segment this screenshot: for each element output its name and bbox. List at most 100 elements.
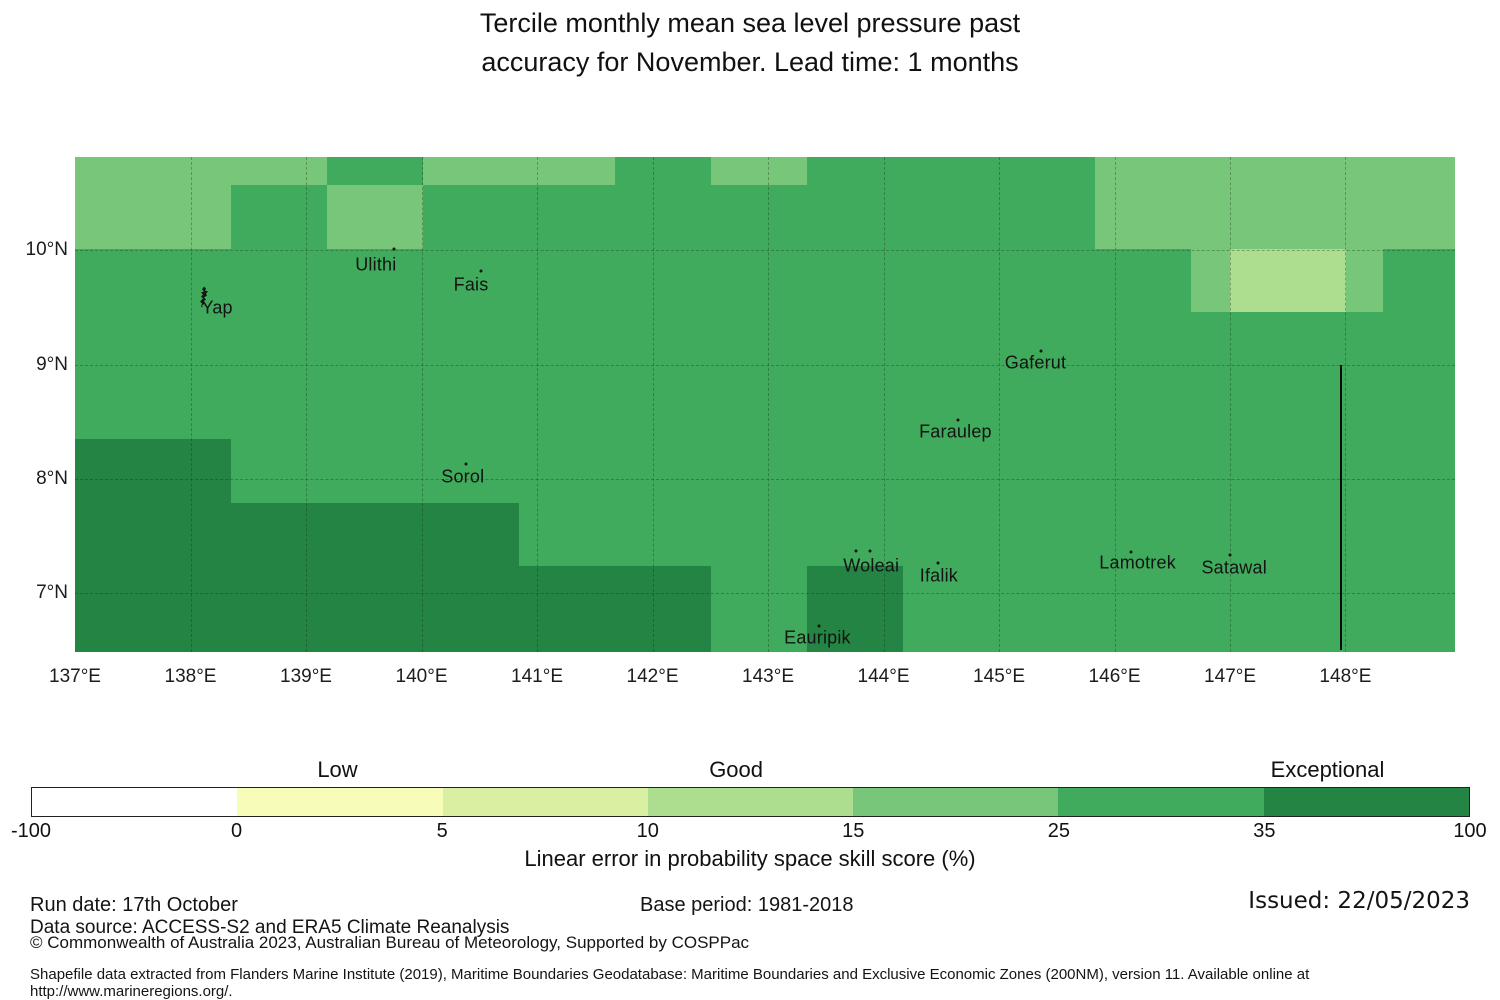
colorbar-tick-label: 100 <box>1453 820 1487 842</box>
latitude-tick-label: 9°N <box>36 353 68 375</box>
longitude-tick-label: 140°E <box>395 666 448 687</box>
longitude-tick-label: 147°E <box>1204 666 1257 687</box>
map-cell <box>1230 249 1346 313</box>
longitude-gridline <box>537 157 539 652</box>
colorbar-category-label: Low <box>317 757 358 782</box>
map-cell <box>75 249 1191 313</box>
colorbar-segment <box>237 788 443 816</box>
longitude-gridline <box>768 157 770 652</box>
issued-date-text: Issued: 22/05/2023 <box>1248 888 1470 914</box>
latitude-gridline <box>75 478 1455 480</box>
longitude-tick-label: 142°E <box>626 666 679 687</box>
longitude-gridline <box>421 157 423 652</box>
maritime-boundary-line <box>1340 364 1343 650</box>
island-dot-marker <box>464 462 468 466</box>
longitude-gridline <box>883 157 885 652</box>
longitude-gridline <box>1114 157 1116 652</box>
map-cell <box>711 157 807 186</box>
longitude-tick-label: 148°E <box>1319 666 1372 687</box>
colorbar-segment <box>1058 788 1264 816</box>
latitude-tick-label: 7°N <box>36 582 68 604</box>
colorbar <box>31 787 1470 817</box>
map-cell <box>326 157 424 186</box>
longitude-gridline <box>306 157 307 652</box>
island-dot-marker <box>479 269 483 273</box>
map-cell <box>75 503 519 566</box>
island-dot-marker <box>392 247 396 251</box>
figure-title-line2: accuracy for November. Lead time: 1 mont… <box>481 47 1019 77</box>
longitude-tick-label: 137°E <box>49 666 101 687</box>
longitude-gridline <box>190 157 192 652</box>
colorbar-segment <box>442 788 648 816</box>
longitude-gridline <box>652 157 654 652</box>
run-date-text: Run date: 17th October <box>30 894 238 916</box>
island-dot-marker <box>868 549 872 553</box>
map-cell <box>75 311 1455 439</box>
colorbar-axis-label: Linear error in probability space skill … <box>524 846 976 871</box>
longitude-tick-label: 141°E <box>511 666 564 687</box>
colorbar-segment <box>853 788 1059 816</box>
island-label: Sorol <box>441 466 485 487</box>
map-cell <box>903 566 1455 652</box>
island-dot-marker <box>1039 349 1043 353</box>
map-cell <box>326 185 424 250</box>
island-dot-marker <box>1129 550 1133 554</box>
copyright-text: © Commonwealth of Australia 2023, Austra… <box>30 933 750 952</box>
base-period-text: Base period: 1981-2018 <box>640 894 854 916</box>
colorbar-tick-label: 10 <box>636 820 659 842</box>
yap-island-shape-icon <box>197 286 213 315</box>
latitude-gridline <box>75 364 1455 366</box>
island-label: Fais <box>453 274 489 295</box>
map-cell <box>1382 249 1455 313</box>
island-dot-marker <box>936 561 939 565</box>
map-cell <box>1094 157 1455 186</box>
map-cell <box>75 439 231 503</box>
colorbar-segment <box>647 788 854 816</box>
latitude-tick-label: 10°N <box>25 239 68 260</box>
island-dot-marker <box>817 624 821 628</box>
map-cell <box>423 185 1095 250</box>
island-label: Yap <box>201 297 233 318</box>
figure-title-line1: Tercile monthly mean sea level pressure … <box>479 8 1021 38</box>
island-label: Gaferut <box>1004 352 1067 373</box>
longitude-tick-label: 143°E <box>742 666 795 687</box>
longitude-tick-label: 145°E <box>973 666 1026 687</box>
map-cell <box>423 157 615 186</box>
island-label: Ulithi <box>355 254 397 275</box>
map-cell <box>1094 185 1455 250</box>
latitude-tick-label: 8°N <box>36 467 68 489</box>
map-canvas: Yap Ulithi Fais Gaferut Faraulep Sorol Woleai I… <box>75 157 1455 652</box>
colorbar-segment <box>1263 788 1469 816</box>
island-dot-marker <box>956 418 960 422</box>
colorbar-tick-label: 0 <box>231 820 243 842</box>
map-cell <box>1191 249 1231 313</box>
longitude-tick-label: 146°E <box>1088 666 1141 687</box>
island-label: Faraulep <box>919 421 992 442</box>
colorbar-tick-label: 35 <box>1253 820 1276 842</box>
colorbar-tick-label: 5 <box>436 820 448 842</box>
map-cell <box>806 157 1095 186</box>
data-source-text: Data source: ACCESS-S2 and ERA5 Climate … <box>30 917 510 938</box>
longitude-gridline <box>1230 157 1232 652</box>
longitude-gridline <box>999 157 1001 652</box>
map-cell <box>75 157 327 186</box>
island-label: Lamotrek <box>1099 552 1176 573</box>
colorbar-category-label: Good <box>709 757 764 782</box>
map-cell <box>75 566 712 652</box>
island-dot-marker <box>854 549 858 553</box>
map-cell <box>711 566 807 652</box>
longitude-tick-label: 139°E <box>280 666 332 687</box>
longitude-tick-label: 138°E <box>164 666 217 687</box>
map-cell <box>806 566 903 652</box>
colorbar-tick-label: -100 <box>10 820 52 842</box>
island-label: Eauripik <box>784 627 851 648</box>
map-cell <box>75 185 231 250</box>
colorbar-tick-label: 25 <box>1047 820 1070 842</box>
map-cell <box>1345 249 1383 313</box>
map-cell <box>230 185 327 250</box>
figure-title: Tercile monthly mean sea level pressure … <box>0 4 1500 82</box>
colorbar-tick-label: 15 <box>842 820 865 842</box>
map-cell <box>518 503 1455 566</box>
longitude-gridline <box>1345 157 1347 652</box>
